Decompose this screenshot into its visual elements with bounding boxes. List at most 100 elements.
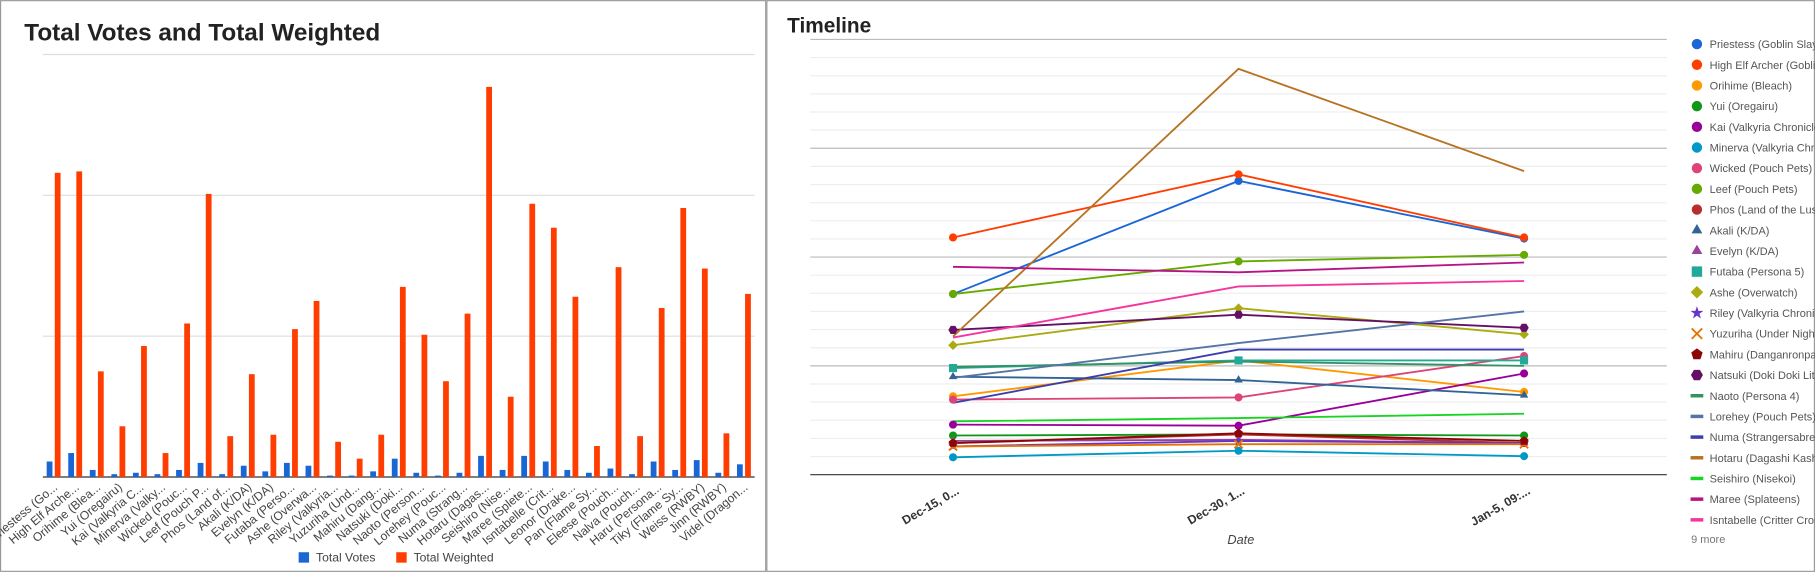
data-point bbox=[948, 420, 958, 429]
bar bbox=[46, 461, 53, 477]
bar bbox=[348, 475, 355, 477]
bar bbox=[305, 465, 312, 477]
legend-label: Minerva (Valkyria Chro... bbox=[1710, 143, 1815, 155]
legend-label: Orihime (Bleach) bbox=[1710, 80, 1792, 92]
legend-label: Yuzuriha (Under Night i... bbox=[1710, 329, 1815, 341]
legend-marker bbox=[1691, 59, 1703, 70]
legend-marker bbox=[1690, 518, 1704, 522]
legend-marker bbox=[1691, 162, 1703, 174]
bar bbox=[701, 268, 708, 477]
bar bbox=[154, 474, 161, 477]
bar bbox=[248, 374, 255, 477]
legend-marker bbox=[1691, 38, 1703, 50]
bar bbox=[745, 293, 751, 477]
data-point bbox=[948, 290, 958, 299]
bar bbox=[723, 433, 730, 477]
legend-label: Natsuki (Doki Doki Liter... bbox=[1710, 370, 1815, 382]
legend-marker bbox=[1690, 456, 1704, 460]
data-point bbox=[1519, 436, 1529, 445]
legend-marker bbox=[1691, 121, 1703, 133]
legend-marker bbox=[1691, 100, 1703, 112]
legend-label: Leef (Pouch Pets) bbox=[1710, 184, 1798, 196]
bar bbox=[89, 469, 96, 477]
data-point bbox=[1520, 250, 1529, 259]
bar bbox=[335, 441, 341, 477]
legend-label: Futaba (Persona 5) bbox=[1710, 267, 1805, 279]
data-point bbox=[1234, 257, 1243, 266]
chart-title: Timeline bbox=[787, 15, 871, 38]
legend-label: Total Votes bbox=[316, 550, 375, 564]
bar bbox=[76, 171, 83, 477]
legend-label: Total Weighted bbox=[414, 550, 494, 564]
bar bbox=[162, 453, 169, 477]
bar bbox=[399, 286, 406, 477]
data-point bbox=[948, 395, 958, 404]
x-axis-title: Date bbox=[1227, 532, 1254, 547]
legend-marker bbox=[1690, 435, 1704, 439]
legend-marker bbox=[1691, 142, 1703, 153]
chart-title: Total Votes and Total Weighted bbox=[24, 20, 380, 47]
data-point bbox=[948, 371, 958, 380]
bar bbox=[68, 453, 75, 477]
legend-label: Isntabelle (Critter Cros... bbox=[1710, 515, 1815, 527]
data-point bbox=[1234, 393, 1243, 402]
legend-marker bbox=[1690, 393, 1704, 398]
data-point bbox=[948, 431, 958, 440]
data-point bbox=[1234, 176, 1243, 185]
legend-swatch bbox=[396, 552, 407, 563]
data-point bbox=[1234, 170, 1243, 179]
legend-label: Phos (Land of the Lustr... bbox=[1710, 205, 1815, 217]
bar bbox=[219, 474, 226, 477]
data-point bbox=[1519, 323, 1529, 332]
legend-marker bbox=[1691, 80, 1703, 91]
data-point bbox=[1520, 233, 1529, 242]
legend-marker bbox=[1691, 204, 1703, 215]
bar bbox=[240, 465, 247, 477]
bar bbox=[693, 460, 700, 477]
bar bbox=[607, 468, 614, 477]
bar bbox=[97, 371, 104, 477]
bar bbox=[370, 471, 377, 477]
bar bbox=[391, 458, 398, 477]
data-point bbox=[1519, 329, 1529, 340]
bar bbox=[478, 455, 484, 477]
legend-marker bbox=[1690, 369, 1703, 381]
data-point bbox=[948, 325, 958, 335]
legend-marker bbox=[1691, 348, 1703, 360]
bar bbox=[680, 208, 687, 477]
legend-more: 9 more bbox=[1691, 534, 1725, 546]
bar bbox=[227, 436, 234, 477]
legend-swatch bbox=[298, 552, 310, 563]
data-point bbox=[948, 438, 958, 447]
bar bbox=[658, 307, 665, 477]
data-point bbox=[1519, 390, 1529, 398]
bar bbox=[443, 381, 449, 477]
bar bbox=[672, 469, 679, 477]
bar bbox=[486, 86, 493, 477]
bar bbox=[111, 474, 118, 477]
legend-label: Evelyn (K/DA) bbox=[1710, 246, 1779, 258]
bar bbox=[270, 434, 277, 477]
legend-label: Mahiru (Danganronpa... bbox=[1710, 349, 1815, 361]
bar bbox=[141, 346, 147, 477]
legend-marker bbox=[1690, 497, 1704, 501]
legend-label: Wicked (Pouch Pets) bbox=[1710, 163, 1813, 175]
bar bbox=[736, 464, 743, 477]
legend-label: Kai (Valkyria Chronicle... bbox=[1710, 122, 1815, 134]
bar bbox=[529, 203, 536, 477]
bar bbox=[132, 472, 139, 477]
legend-label: Hotaru (Dagashi Kashi) bbox=[1710, 453, 1815, 465]
bar bbox=[615, 267, 622, 477]
data-point bbox=[1520, 452, 1529, 461]
legend-marker bbox=[1690, 476, 1704, 481]
bar bbox=[54, 172, 61, 477]
bar bbox=[464, 313, 471, 477]
legend-label: Akali (K/DA) bbox=[1710, 225, 1770, 237]
bar bbox=[283, 462, 290, 477]
legend-marker bbox=[1691, 183, 1703, 195]
legend-marker bbox=[1691, 244, 1703, 255]
series-line bbox=[953, 412, 1525, 423]
data-point bbox=[948, 453, 958, 462]
bar bbox=[327, 475, 333, 477]
